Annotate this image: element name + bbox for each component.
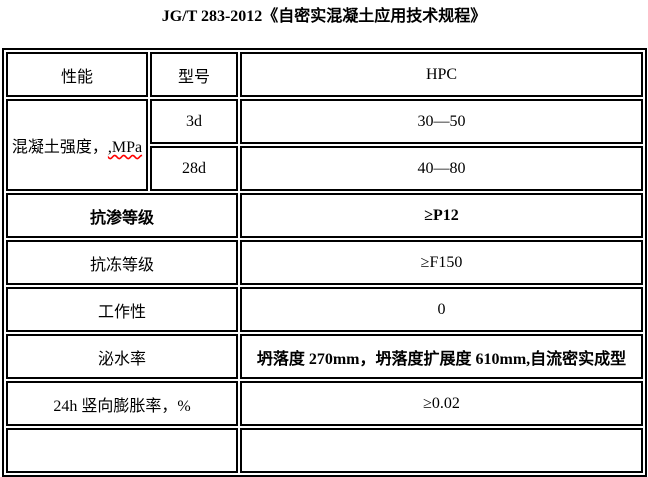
header-model-cell: 型号 (150, 52, 238, 97)
concrete-strength-label: 混凝土强度， (11, 139, 108, 156)
strength-value-3d-cell: 30—50 (240, 99, 643, 144)
table-row-partial (6, 428, 643, 473)
workability-label-cell: 工作性 (6, 287, 238, 332)
table-row-bleeding-rate: 泌水率 坍落度 270mm，坍落度扩展度 610mm,自流密实成型 (6, 334, 643, 379)
concrete-strength-label-cell: 混凝土强度，,MPa (6, 99, 148, 191)
concrete-strength-unit: ,MPa (107, 139, 143, 156)
table-row-header: 性能 型号 HPC (6, 52, 643, 97)
partial-label-cell (6, 428, 238, 473)
impermeability-value-cell: ≥P12 (240, 193, 643, 238)
table-row-workability: 工作性 0 (6, 287, 643, 332)
table-row-strength-3d: 混凝土强度，,MPa 3d 30—50 (6, 99, 643, 191)
partial-value-cell (240, 428, 643, 473)
vertical-expansion-value-cell: ≥0.02 (240, 381, 643, 426)
spec-table: 性能 型号 HPC 混凝土强度，,MPa 3d 30—50 28d 40—80 … (2, 48, 647, 477)
strength-age-3d-cell: 3d (150, 99, 238, 144)
strength-age-28d-cell: 28d (150, 146, 238, 191)
table-row-frost-resistance: 抗冻等级 ≥F150 (6, 240, 643, 285)
document-title: JG/T 283-2012《自密实混凝土应用技术规程》 (161, 8, 487, 25)
header-performance-cell: 性能 (6, 52, 148, 97)
table-row-strength-28d: 28d 40—80 (6, 146, 643, 191)
bleeding-rate-label-cell: 泌水率 (6, 334, 238, 379)
impermeability-label-cell: 抗渗等级 (6, 193, 238, 238)
header-product-cell: HPC (240, 52, 643, 97)
bleeding-rate-value-cell: 坍落度 270mm，坍落度扩展度 610mm,自流密实成型 (240, 334, 643, 379)
vertical-expansion-label-cell: 24h 竖向膨胀率，% (6, 381, 238, 426)
table-row-vertical-expansion: 24h 竖向膨胀率，% ≥0.02 (6, 381, 643, 426)
frost-resistance-value-cell: ≥F150 (240, 240, 643, 285)
table-row-impermeability: 抗渗等级 ≥P12 (6, 193, 643, 238)
workability-value-cell: 0 (240, 287, 643, 332)
frost-resistance-label-cell: 抗冻等级 (6, 240, 238, 285)
strength-value-28d-cell: 40—80 (240, 146, 643, 191)
